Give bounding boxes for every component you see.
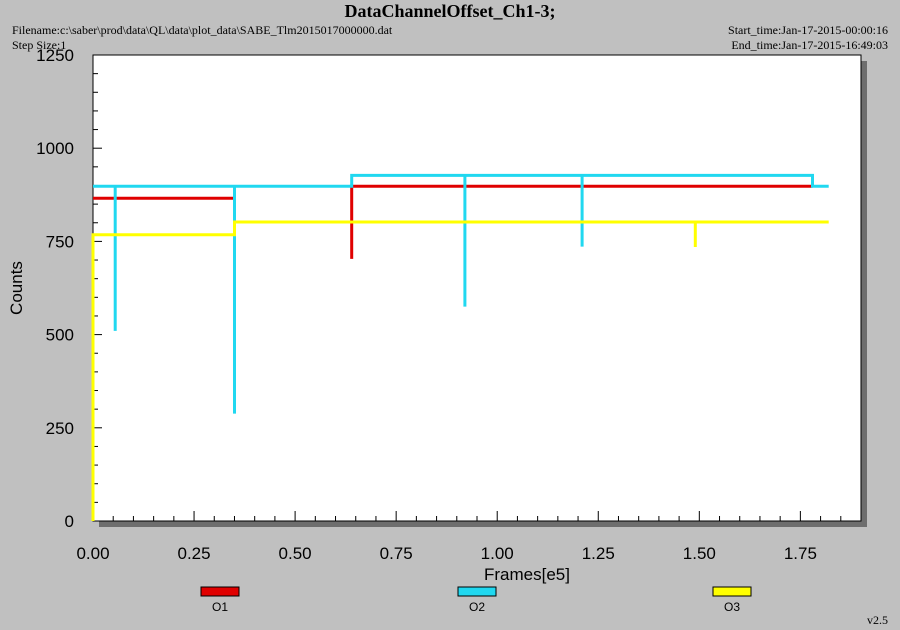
y-tick-label: 500 — [46, 326, 74, 345]
y-tick-label: 1250 — [36, 46, 74, 65]
chart-title: DataChannelOffset_Ch1-3; — [344, 1, 556, 21]
y-tick-label: 1000 — [36, 139, 74, 158]
x-tick-label: 0.00 — [76, 544, 109, 563]
x-axis-title: Frames[e5] — [484, 565, 570, 584]
legend-label-o2: O2 — [469, 600, 485, 614]
x-tick-label: 1.75 — [784, 544, 817, 563]
y-tick-label: 750 — [46, 232, 74, 251]
plot-area — [92, 54, 862, 522]
step-size-label: Step Size:1 — [12, 38, 67, 52]
legend-swatch-o1 — [200, 586, 240, 597]
x-tick-label: 1.50 — [683, 544, 716, 563]
y-axis-title: Counts — [7, 261, 26, 315]
x-tick-label: 0.75 — [380, 544, 413, 563]
y-tick-label: 250 — [46, 419, 74, 438]
x-tick-label: 0.25 — [178, 544, 211, 563]
series-line-o3 — [91, 220, 829, 521]
legend-label-o3: O3 — [724, 600, 740, 614]
y-tick-label: 0 — [65, 512, 74, 531]
legend-swatch-o2 — [457, 586, 497, 597]
filename-label: Filename:c:\saber\prod\data\QL\data\plot… — [12, 23, 393, 37]
series-line-o2 — [93, 173, 829, 414]
legend-label-o1: O1 — [212, 600, 228, 614]
x-tick-label: 1.25 — [582, 544, 615, 563]
version-label: v2.5 — [867, 613, 888, 627]
start-time-label: Start_time:Jan-17-2015-00:00:16 — [728, 23, 888, 37]
x-tick-label: 1.00 — [481, 544, 514, 563]
end-time-label: End_time:Jan-17-2015-16:49:03 — [731, 38, 888, 52]
x-tick-label: 0.50 — [279, 544, 312, 563]
legend-swatch-o3 — [712, 586, 752, 597]
